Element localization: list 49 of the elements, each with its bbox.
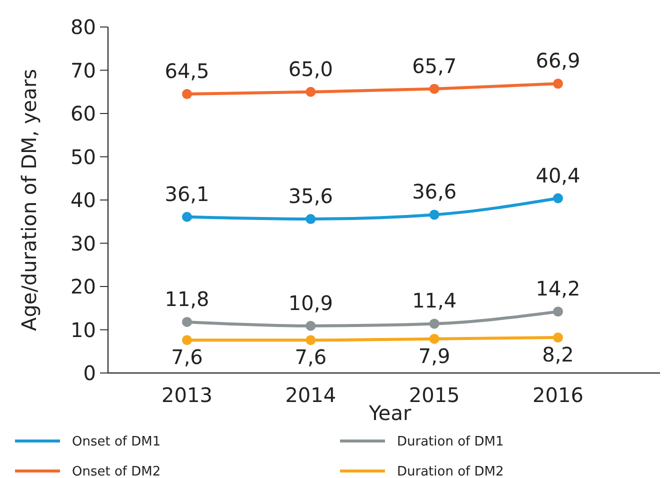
legend-label: Duration of DM1 — [397, 434, 504, 450]
point — [553, 193, 563, 204]
y-tick-label: 40 — [70, 188, 96, 212]
y-tick-label: 60 — [70, 102, 96, 126]
point — [306, 86, 316, 97]
point — [429, 210, 440, 220]
y-tick-label: 20 — [70, 274, 96, 298]
point — [182, 316, 192, 327]
data-label: 7,9 — [418, 344, 450, 368]
data-label: 36,6 — [412, 180, 457, 204]
point — [429, 334, 440, 344]
data-label: 7,6 — [171, 345, 203, 370]
data-label: 7,6 — [294, 345, 327, 370]
data-label: 36,1 — [164, 182, 210, 206]
data-label: 66,9 — [536, 48, 580, 73]
point — [429, 84, 440, 94]
point — [306, 320, 316, 331]
point — [553, 306, 563, 317]
y-tick-label: 10 — [70, 318, 96, 342]
point — [182, 212, 192, 222]
data-label: 14,2 — [536, 276, 580, 301]
data-label: 10,9 — [288, 290, 333, 315]
y-tick-label: 70 — [70, 58, 96, 82]
point — [182, 89, 192, 100]
data-label: 40,4 — [536, 163, 580, 188]
y-tick-label: 50 — [70, 144, 96, 169]
legend-label: Onset of DM1 — [72, 434, 161, 450]
point — [182, 335, 192, 346]
x-tick-label: 2016 — [532, 383, 584, 407]
point — [429, 318, 440, 329]
y-tick-label: 80 — [70, 15, 96, 39]
y-tick-label: 0 — [83, 361, 96, 385]
point — [306, 335, 316, 346]
y-axis-title: Age/duration of DM, years — [17, 69, 41, 331]
x-tick-label: 2014 — [285, 383, 336, 407]
legend-label: Duration of DM2 — [397, 464, 504, 478]
data-label: 8,2 — [542, 342, 574, 367]
data-label: 65,7 — [412, 54, 457, 78]
point — [553, 78, 563, 89]
data-label: 35,6 — [288, 184, 333, 208]
data-label: 11,4 — [412, 288, 457, 313]
data-label: 64,5 — [164, 59, 210, 84]
point — [553, 332, 563, 343]
data-label: 65,0 — [288, 56, 333, 81]
data-label: 11,8 — [164, 286, 210, 311]
x-tick-label: 2013 — [162, 383, 212, 407]
y-tick-label: 30 — [70, 231, 96, 256]
point — [306, 214, 316, 224]
legend-label: Onset of DM2 — [72, 464, 161, 478]
